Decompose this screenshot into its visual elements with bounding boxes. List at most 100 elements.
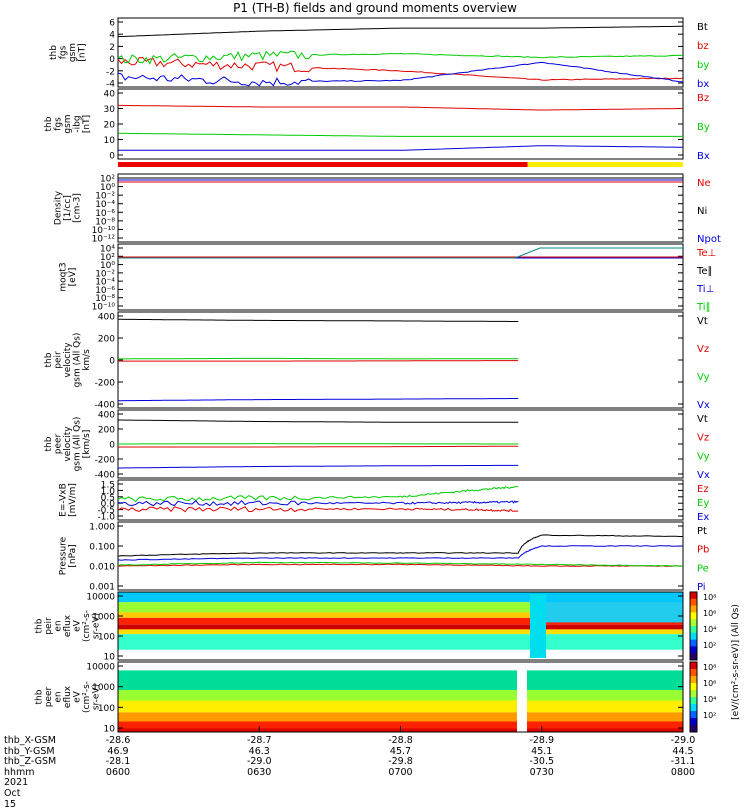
y-axis-label: peir <box>54 351 64 369</box>
y-tick-label: 0 <box>109 152 115 162</box>
colorbar <box>690 592 697 733</box>
colorbar-segment <box>690 606 697 613</box>
colorbar-segment <box>690 626 697 633</box>
legend-entry: Ni <box>697 206 707 217</box>
legend-entry: Ti∥ <box>696 302 711 313</box>
colorbar-segment <box>690 612 697 619</box>
footer-value: -28.6 <box>100 736 136 747</box>
y-axis-label: en <box>54 691 64 702</box>
spectrogram-band <box>546 602 683 622</box>
footer-value: 0730 <box>524 768 560 779</box>
colorbar-tick-label: 10² <box>703 711 716 720</box>
spectrogram-band <box>118 625 683 630</box>
y-axis-label: Density <box>54 190 64 225</box>
footer-row-label: thb_X-GSM <box>4 736 56 747</box>
y-tick-label: 10⁻¹² <box>92 235 116 245</box>
colorbar-segment <box>690 669 697 677</box>
y-axis-label: (cm²-s- <box>82 681 92 713</box>
y-axis-label: thb <box>44 436 54 451</box>
y-tick-label: -200 <box>95 379 116 389</box>
y-axis-label: [km/s] <box>82 430 92 459</box>
legend-entry: Ey <box>697 498 709 509</box>
legend-entry: Pi <box>697 582 706 593</box>
y-tick-label: -400 <box>95 471 116 481</box>
y-tick-label: 0 <box>109 55 115 65</box>
series-line-fgs_alt-Bz <box>118 105 683 110</box>
legend-entry: Npot <box>697 234 721 245</box>
legend-entry: Vx <box>697 400 710 411</box>
legend-entry: Vz <box>697 344 709 355</box>
series-line-peer_vel-Vx <box>118 465 518 468</box>
footer-value: 0600 <box>100 768 136 779</box>
colorbar-segment <box>690 599 697 606</box>
y-axis-label: thb <box>49 45 59 60</box>
y-tick-label: -1.0 <box>97 513 115 523</box>
footer-value: -29.0 <box>665 736 701 747</box>
y-tick-label: 30 <box>104 105 116 115</box>
colorbar-segment <box>690 683 697 691</box>
y-axis-label: fgs <box>58 45 68 59</box>
y-tick-label: 2 <box>109 43 115 53</box>
y-axis-label: Pressure <box>58 536 68 575</box>
y-axis-label: peir <box>44 617 54 635</box>
y-axis-label: [nPa] <box>68 544 78 567</box>
legend-entry: Ez <box>697 484 709 495</box>
colorbar-segment <box>690 646 697 653</box>
colorbar-label: [eV/(cm²-s-sr-eV)] (All Qs) <box>731 604 741 720</box>
y-tick-label: 10⁻¹⁰ <box>92 303 116 313</box>
spectrogram-band <box>118 690 683 701</box>
y-axis-label: E=-VxB <box>58 483 68 517</box>
colorbar-segment <box>690 662 697 670</box>
y-axis-label: en <box>54 620 64 631</box>
colorbar-segment <box>690 653 697 660</box>
colorbar-segment <box>690 619 697 626</box>
y-tick-label: 10 <box>104 725 116 735</box>
footer-value: 0700 <box>383 768 419 779</box>
y-axis-label: -ibg <box>73 115 83 132</box>
legend-entry: Bt <box>697 22 708 33</box>
y-axis-label: [mV/m] <box>68 483 78 517</box>
spectrogram-band <box>118 592 683 602</box>
y-axis-label: velocity <box>63 426 73 462</box>
y-tick-label: 10000 <box>86 663 115 673</box>
series-line-efield-Ex <box>118 501 518 506</box>
mode-bar-segment <box>118 162 528 167</box>
legend-entry: Bx <box>697 151 710 162</box>
mode-bar-segment <box>528 162 683 167</box>
y-tick-label: 200 <box>98 335 115 345</box>
legend-entry: Ex <box>697 512 709 523</box>
y-axis-label: km/s <box>82 349 92 371</box>
y-axis-label: [eV] <box>68 268 78 287</box>
colorbar-tick-label: 10⁶ <box>703 609 716 618</box>
colorbar-segment <box>690 704 697 712</box>
y-axis-label: fgs <box>54 117 64 131</box>
colorbar-segment <box>690 592 697 599</box>
series-line-fgs_alt-Bx <box>118 146 683 151</box>
y-axis-label: gsm (All Qs) <box>73 417 83 472</box>
spectrogram-gap <box>517 662 527 732</box>
panel-frame-peir_vel <box>118 312 683 408</box>
y-axis-label: eflux <box>63 614 73 637</box>
y-axis-label: gsm <box>68 43 78 62</box>
series-line-pressure-Pt <box>118 535 683 556</box>
footer-value: -28.9 <box>524 736 560 747</box>
legend-entry: Vx <box>697 470 710 481</box>
spectrogram-band <box>118 662 683 670</box>
panel-frame-temp <box>118 244 683 310</box>
y-axis-label: [nT] <box>82 115 92 133</box>
spectrogram-band <box>118 629 683 634</box>
colorbar-segment <box>690 697 697 705</box>
y-tick-label: 10 <box>104 653 116 663</box>
y-tick-label: -400 <box>95 401 116 411</box>
y-axis-label: thb <box>44 352 54 367</box>
spectrogram-band <box>118 634 683 650</box>
legend-entry: Te∥ <box>696 266 713 277</box>
y-axis-label: eV <box>73 690 83 703</box>
legend-entry: Bz <box>697 93 709 104</box>
colorbar-tick-label: 10⁸ <box>703 663 716 672</box>
series-line-fgs-bx <box>118 62 683 85</box>
colorbar-segment <box>690 711 697 719</box>
y-axis-label: thb <box>35 689 45 704</box>
spectrogram-peer_flux <box>118 662 683 732</box>
series-line-fgs-Bt <box>118 26 683 36</box>
